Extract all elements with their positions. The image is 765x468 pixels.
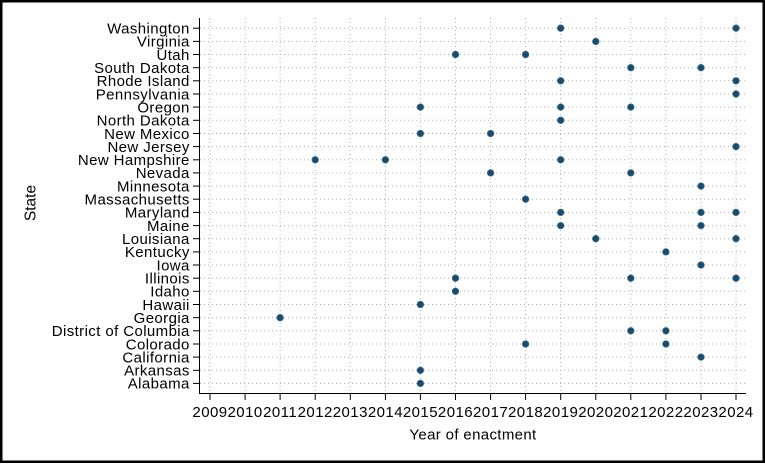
svg-text:North Dakota: North Dakota — [97, 113, 190, 130]
svg-text:2019: 2019 — [543, 404, 578, 421]
svg-text:Rhode Island: Rhode Island — [97, 73, 190, 90]
svg-text:2021: 2021 — [613, 404, 648, 421]
svg-text:Illinois: Illinois — [145, 271, 190, 288]
svg-text:2010: 2010 — [228, 404, 263, 421]
svg-text:Arkansas: Arkansas — [124, 363, 190, 380]
svg-text:2009: 2009 — [192, 404, 227, 421]
svg-text:2020: 2020 — [578, 404, 613, 421]
svg-text:Washington: Washington — [107, 21, 190, 38]
svg-text:2013: 2013 — [333, 404, 368, 421]
svg-text:New Jersey: New Jersey — [107, 139, 189, 156]
svg-text:New Hampshire: New Hampshire — [78, 152, 190, 169]
svg-text:South Dakota: South Dakota — [94, 60, 190, 77]
svg-text:2018: 2018 — [508, 404, 543, 421]
svg-text:Georgia: Georgia — [134, 310, 190, 327]
svg-text:District of Columbia: District of Columbia — [52, 323, 190, 340]
svg-text:Minnesota: Minnesota — [117, 178, 190, 195]
svg-text:California: California — [122, 349, 190, 366]
svg-text:Pennsylvania: Pennsylvania — [96, 86, 190, 103]
svg-text:Idaho: Idaho — [150, 284, 190, 301]
svg-text:Alabama: Alabama — [128, 376, 190, 393]
svg-text:Iowa: Iowa — [157, 257, 191, 274]
svg-text:2011: 2011 — [263, 404, 297, 421]
svg-text:2017: 2017 — [473, 404, 508, 421]
svg-text:2016: 2016 — [438, 404, 473, 421]
svg-text:2024: 2024 — [718, 404, 753, 421]
svg-text:State: State — [22, 185, 39, 221]
svg-text:2015: 2015 — [403, 404, 438, 421]
svg-text:Nevada: Nevada — [136, 165, 190, 182]
svg-text:Louisiana: Louisiana — [122, 231, 190, 248]
svg-text:New Mexico: New Mexico — [104, 126, 190, 143]
svg-text:2022: 2022 — [648, 404, 683, 421]
svg-text:Massachusetts: Massachusetts — [85, 192, 190, 209]
svg-text:Colorado: Colorado — [126, 336, 190, 353]
svg-text:2023: 2023 — [683, 404, 718, 421]
svg-text:Year of enactment: Year of enactment — [409, 427, 537, 444]
svg-text:Maine: Maine — [147, 218, 190, 235]
svg-text:Maryland: Maryland — [125, 205, 190, 222]
svg-text:2014: 2014 — [368, 404, 403, 421]
svg-text:Oregon: Oregon — [137, 99, 189, 116]
svg-text:Utah: Utah — [157, 47, 190, 64]
svg-text:Virginia: Virginia — [137, 34, 190, 51]
svg-text:Kentucky: Kentucky — [125, 244, 190, 261]
svg-text:Hawaii: Hawaii — [142, 297, 189, 314]
svg-text:2012: 2012 — [298, 404, 333, 421]
